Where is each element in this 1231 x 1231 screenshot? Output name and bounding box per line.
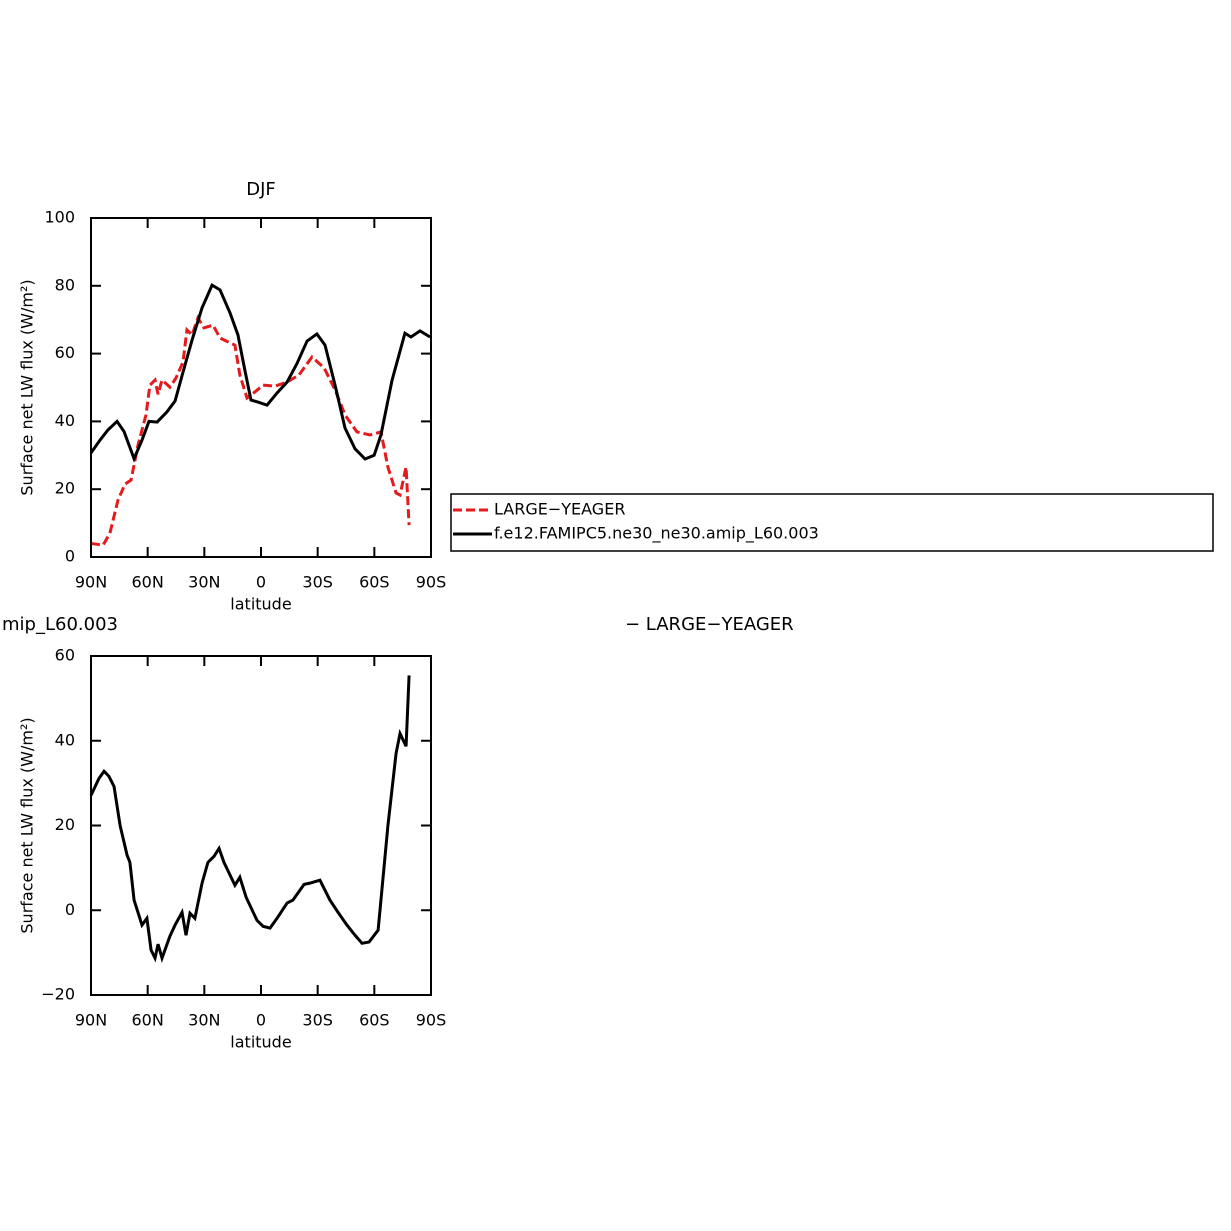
x-tick-label: 90N — [75, 1011, 107, 1030]
chart-subtitle: − LARGE−YEAGER — [625, 614, 794, 635]
x-tick-label: 60S — [359, 1011, 390, 1030]
x-tick-label: 30N — [188, 1011, 220, 1030]
chart-title: DJF — [246, 179, 276, 200]
y-axis-label: Surface net LW flux (W/m²) — [18, 717, 37, 933]
legend-label: LARGE−YEAGER — [494, 500, 625, 519]
y-tick-label: 40 — [55, 411, 75, 430]
data-line — [90, 314, 411, 547]
y-tick-label: 0 — [65, 547, 75, 566]
data-line — [89, 282, 431, 463]
x-tick-label: 60N — [132, 1011, 164, 1030]
x-tick-label: 90N — [75, 573, 107, 592]
x-tick-label: 90S — [416, 1011, 447, 1030]
y-tick-label: 60 — [55, 343, 75, 362]
x-tick-label: 30S — [302, 1011, 333, 1030]
x-tick-label: 30N — [188, 573, 220, 592]
y-tick-label: 80 — [55, 275, 75, 294]
legend-box — [450, 493, 1214, 552]
y-tick-label: 60 — [55, 646, 75, 665]
y-tick-label: 20 — [55, 479, 75, 498]
plot-frame — [90, 655, 432, 996]
y-tick-label: −20 — [41, 985, 75, 1004]
x-tick-label: 0 — [256, 1011, 266, 1030]
y-tick-label: 100 — [44, 208, 75, 227]
x-tick-label: 30S — [302, 573, 333, 592]
x-tick-label: 0 — [256, 573, 266, 592]
legend-label: f.e12.FAMIPC5.ne30_ne30.amip_L60.003 — [494, 524, 819, 544]
y-tick-label: 20 — [55, 815, 75, 834]
chart-title: mip_L60.003 — [2, 614, 118, 635]
x-axis-label: latitude — [230, 1033, 291, 1052]
y-axis-label: Surface net LW flux (W/m²) — [18, 279, 37, 495]
x-tick-label: 90S — [416, 573, 447, 592]
y-tick-label: 40 — [55, 730, 75, 749]
x-tick-label: 60S — [359, 573, 390, 592]
y-tick-label: 0 — [65, 900, 75, 919]
plot-frame — [90, 217, 432, 558]
x-tick-label: 60N — [132, 573, 164, 592]
x-axis-label: latitude — [230, 595, 291, 614]
data-line — [89, 675, 411, 964]
